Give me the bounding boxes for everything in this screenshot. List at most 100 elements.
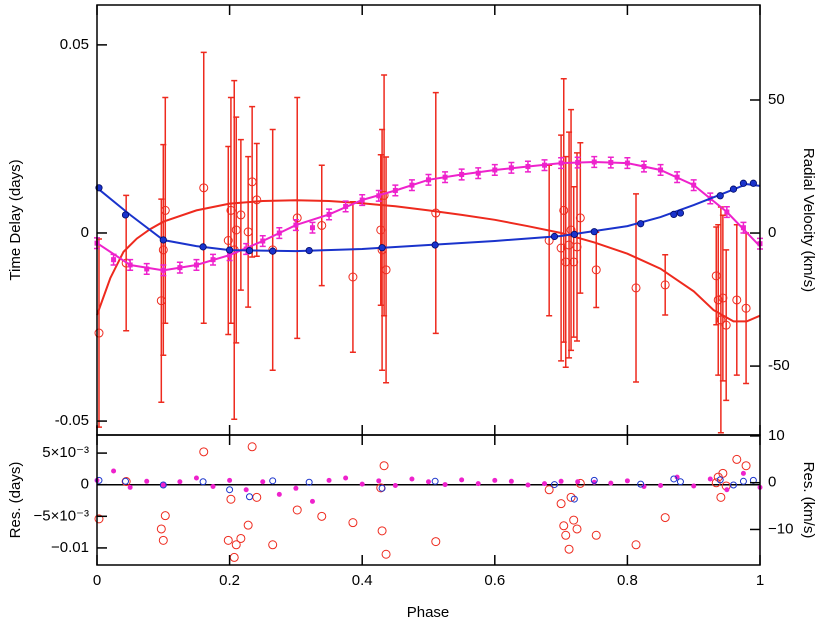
plot-frame (96, 4, 761, 436)
data-point (236, 210, 246, 220)
data-point (550, 232, 559, 241)
data-point (377, 526, 387, 536)
data-point (556, 499, 566, 509)
error-bar (633, 193, 640, 383)
data-point (293, 222, 299, 228)
fit-curve (96, 199, 761, 323)
data-point (572, 524, 582, 534)
data-point (559, 521, 569, 531)
y-tick-label: 0 (81, 224, 89, 241)
data-point (608, 480, 614, 486)
data-point (343, 203, 349, 209)
data-point (732, 295, 742, 305)
y-axis-title: Res. (days) (7, 462, 24, 539)
data-point (624, 478, 630, 484)
y2-tick-label: 0 (768, 224, 776, 241)
data-point (210, 257, 216, 263)
data-point (227, 477, 233, 483)
error-bar (570, 185, 577, 338)
data-point (566, 492, 576, 502)
data-point (159, 236, 167, 244)
y-tick-label: -0.05 (55, 412, 89, 429)
data-point (359, 481, 365, 487)
y-tick-label: 0.05 (60, 36, 89, 53)
data-point (160, 205, 170, 215)
x-tick-label: 0 (93, 572, 101, 589)
data-point (381, 265, 391, 275)
data-point (590, 228, 598, 236)
y2-tick-label: -50 (768, 357, 790, 374)
data-point (674, 174, 680, 180)
data-point (348, 272, 358, 282)
error-bar (562, 155, 569, 369)
x-tick-label: 0.6 (484, 572, 505, 589)
data-point (226, 486, 234, 494)
data-point (624, 160, 630, 166)
y-tick-label: −0.01 (51, 539, 89, 556)
data-point (740, 225, 746, 231)
data-point (718, 468, 728, 478)
data-point (127, 262, 133, 268)
error-bar (249, 105, 256, 258)
data-point (525, 482, 531, 488)
data-point (716, 492, 726, 502)
data-point (591, 265, 601, 275)
data-point (317, 220, 327, 230)
data-point (276, 491, 282, 497)
data-point (95, 476, 103, 484)
error-bar (723, 249, 730, 402)
data-point (676, 209, 685, 217)
y-tick-label: 5×10⁻³ (42, 444, 89, 461)
data-point (670, 210, 678, 219)
data-point (305, 247, 313, 255)
data-point (199, 478, 207, 486)
data-point (193, 475, 199, 481)
data-point (144, 478, 150, 484)
data-point (156, 524, 166, 534)
data-point (570, 495, 578, 503)
data-point (326, 211, 332, 217)
data-point (716, 476, 724, 484)
data-point (637, 220, 645, 228)
data-point (716, 315, 726, 325)
error-bar (568, 108, 575, 352)
data-point (177, 265, 183, 271)
data-point (475, 170, 481, 176)
data-point (739, 477, 747, 485)
data-point (226, 494, 236, 504)
data-point (670, 475, 678, 483)
data-point (292, 505, 302, 515)
data-point (570, 230, 578, 238)
data-point (199, 447, 209, 457)
data-point (641, 483, 647, 489)
data-point (459, 477, 465, 483)
data-point (309, 498, 315, 504)
data-point (193, 262, 199, 268)
data-point (260, 479, 266, 485)
data-point (475, 481, 481, 487)
error-bar (294, 96, 301, 340)
data-point (121, 211, 130, 219)
data-point (122, 477, 130, 485)
data-point (252, 492, 262, 502)
data-point (177, 479, 183, 485)
error-bar (200, 51, 207, 325)
data-point (226, 246, 234, 254)
data-point (558, 478, 564, 484)
error-bar (432, 91, 439, 335)
data-point (590, 476, 598, 484)
data-point (550, 481, 558, 489)
data-point (658, 167, 664, 173)
data-point (426, 177, 431, 183)
data-point (409, 182, 415, 188)
error-bar (743, 232, 750, 385)
x-tick-label: 0.8 (617, 572, 638, 589)
data-point (691, 483, 697, 489)
data-point (376, 193, 382, 199)
error-bar (733, 223, 740, 376)
data-point (309, 225, 315, 231)
data-point (564, 544, 574, 554)
plot-frame (96, 434, 761, 566)
data-point (721, 320, 731, 330)
